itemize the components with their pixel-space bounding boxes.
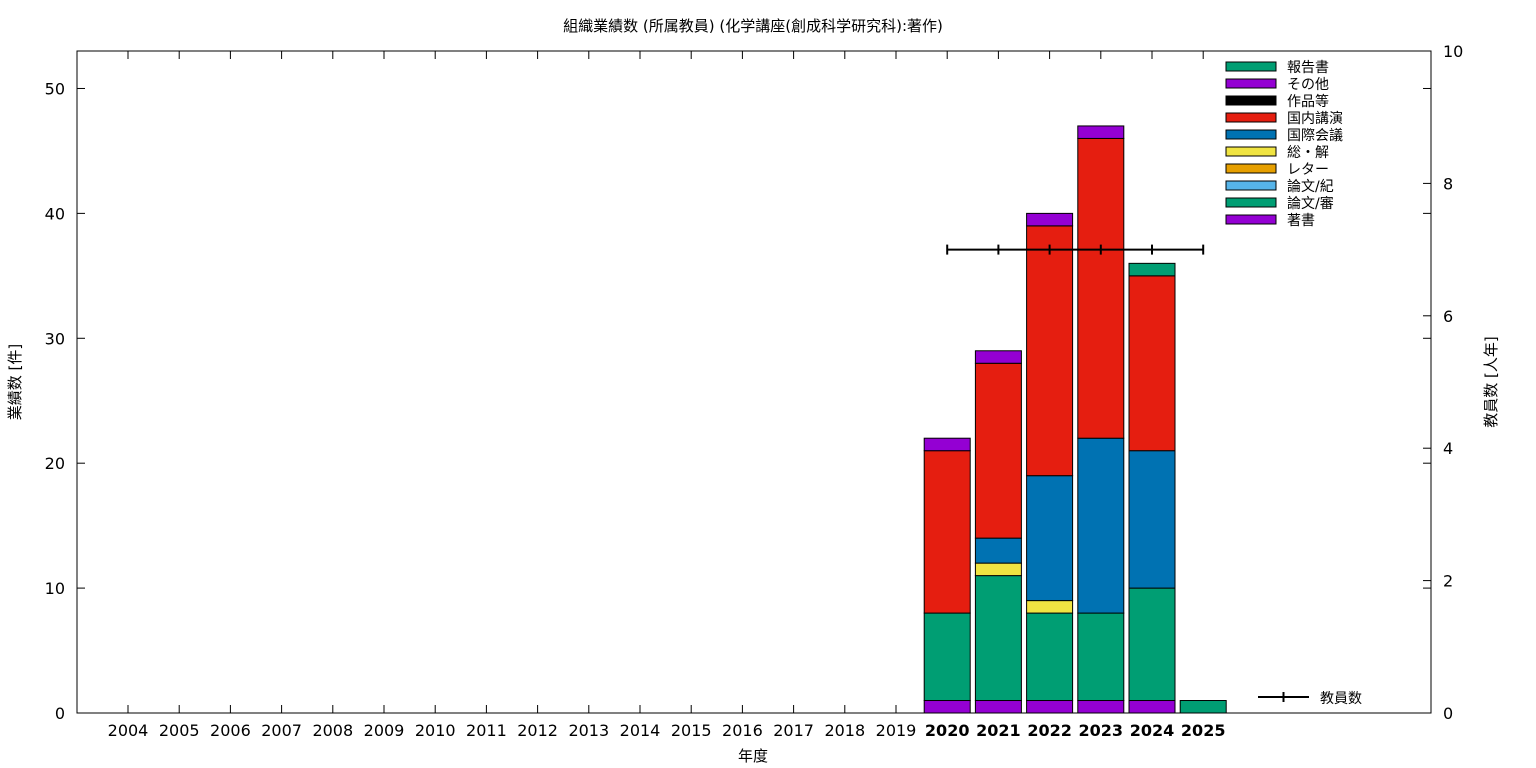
x-tick-label: 2017 — [773, 721, 814, 740]
y2-tick-label: 0 — [1443, 704, 1453, 723]
legend-label: 論文/紀 — [1287, 179, 1334, 195]
y2-tick-label: 8 — [1443, 174, 1453, 193]
bar-segment — [1026, 700, 1074, 714]
bar-segment — [923, 700, 971, 714]
legend-label: 著書 — [1287, 213, 1315, 229]
bar-segment — [974, 562, 1022, 577]
bar-segment — [1128, 450, 1176, 589]
y2-tick-label: 4 — [1443, 439, 1453, 458]
bar-segment — [1179, 700, 1227, 714]
x-tick-label: 2007 — [261, 721, 302, 740]
bar-segment — [1077, 125, 1125, 139]
y2-tick-label: 2 — [1443, 572, 1453, 591]
bar-segment — [1128, 262, 1176, 277]
bar-segment — [923, 450, 971, 614]
x-axis-label: 年度 — [738, 747, 768, 765]
y-tick-label: 10 — [45, 579, 65, 598]
legend-swatch — [1225, 95, 1277, 106]
legend-label: 国際会議 — [1287, 127, 1343, 144]
legend-swatch — [1225, 180, 1277, 191]
x-tick-label: 2012 — [517, 721, 558, 740]
legend-swatch — [1225, 197, 1277, 208]
bar-segment — [1026, 212, 1074, 227]
x-tick-label: 2013 — [568, 721, 609, 740]
bar-segment — [974, 362, 1022, 539]
legend-swatch — [1225, 61, 1277, 72]
legend-swatch — [1225, 129, 1277, 140]
x-tick-label: 2006 — [210, 721, 251, 740]
x-tick-label: 2024 — [1130, 721, 1175, 740]
legend-label: 国内講演 — [1287, 111, 1343, 127]
bar-segment — [974, 350, 1022, 364]
legend-swatch — [1225, 78, 1277, 89]
bar-segment — [1077, 700, 1125, 714]
legend-swatch — [1225, 163, 1277, 174]
y2-tick-label: 10 — [1443, 42, 1463, 61]
bar-segment — [974, 537, 1022, 564]
legend-label-line: 教員数 — [1320, 691, 1362, 707]
bar-segment — [1128, 700, 1176, 714]
plot-frame — [76, 50, 1432, 714]
y-tick-label: 20 — [45, 454, 65, 473]
bar-segment — [974, 575, 1022, 702]
x-tick-label: 2018 — [824, 721, 865, 740]
legend-swatch — [1225, 112, 1277, 123]
y-tick-label: 30 — [45, 329, 65, 348]
legend-label: 報告書 — [1287, 60, 1329, 76]
bar-segment — [1026, 612, 1074, 702]
bar-segment — [1128, 275, 1176, 452]
bar-segment — [1077, 437, 1125, 614]
y-tick-label: 50 — [45, 79, 65, 98]
x-tick-label: 2019 — [876, 721, 917, 740]
x-tick-label: 2023 — [1079, 721, 1124, 740]
legend-swatch — [1225, 146, 1277, 157]
bar-segment — [1026, 600, 1074, 614]
x-tick-label: 2016 — [722, 721, 763, 740]
x-tick-label: 2004 — [108, 721, 149, 740]
x-tick-label: 2014 — [620, 721, 661, 740]
bar-segment — [1077, 612, 1125, 702]
bar-segment — [974, 700, 1022, 714]
x-tick-label: 2015 — [671, 721, 712, 740]
bar-segment — [1128, 587, 1176, 702]
x-tick-label: 2020 — [925, 721, 970, 740]
plot-area: 0 10 20 30 40 50 0 2 4 6 8 10 2004 2005 2006 2007 2008 20… — [45, 42, 1464, 740]
x-tick-label: 2022 — [1027, 721, 1072, 740]
legend-label: その他 — [1287, 77, 1329, 93]
legend-label: 作品等 — [1287, 93, 1329, 110]
x-tick-label: 2011 — [466, 721, 507, 740]
y-tick-label: 0 — [55, 704, 65, 723]
legend-label: 論文/審 — [1287, 196, 1334, 212]
x-tick-label: 2009 — [364, 721, 405, 740]
legend-label: 総・解 — [1287, 145, 1329, 161]
bar-segment — [923, 612, 971, 702]
x-tick-label: 2010 — [415, 721, 456, 740]
bar-segment — [1026, 225, 1074, 477]
legend-label: レター — [1287, 162, 1329, 178]
legend-swatch — [1225, 214, 1277, 225]
x-tick-label: 2025 — [1181, 721, 1226, 740]
bar-segment — [1077, 137, 1125, 439]
y-tick-label: 40 — [45, 204, 65, 223]
chart-title: 組織業績数 (所属教員) (化学講座(創成科学研究科):著作) — [563, 17, 943, 35]
x-tick-label: 2005 — [159, 721, 200, 740]
bar-segment — [1026, 475, 1074, 602]
y2-tick-label: 6 — [1443, 307, 1453, 326]
x-tick-label: 2021 — [976, 721, 1021, 740]
x-tick-label: 2008 — [312, 721, 353, 740]
y2-axis-label: 教員数 [人年] — [1482, 336, 1500, 427]
bar-segment — [923, 437, 971, 452]
y-axis-label: 業績数 [件] — [6, 344, 24, 420]
